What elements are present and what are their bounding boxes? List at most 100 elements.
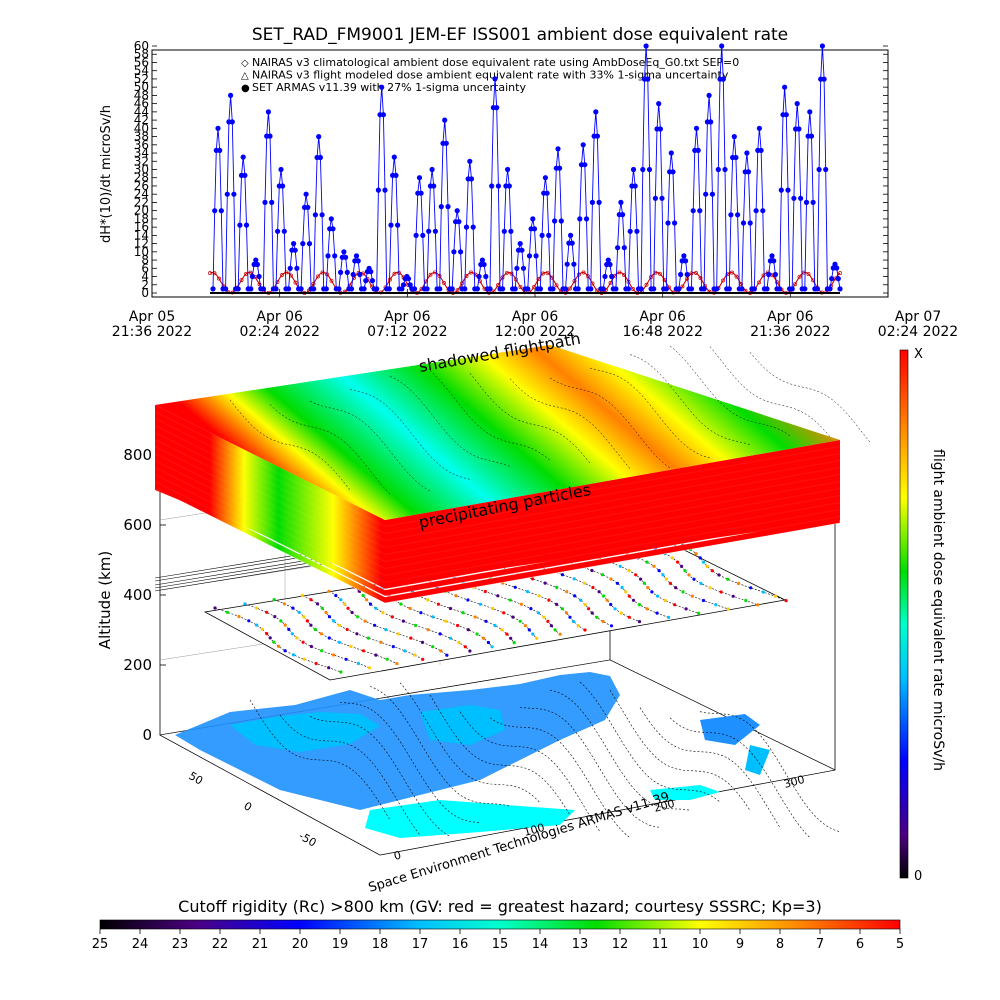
blue-series-point <box>678 271 684 278</box>
mesh-point <box>719 590 723 594</box>
mesh-point <box>420 640 425 645</box>
blue-series-point <box>303 191 309 197</box>
blue-series-point <box>563 286 569 292</box>
blue-series-point <box>341 249 347 255</box>
y-tick-label: 44 <box>134 105 149 119</box>
blue-series-point <box>311 286 317 292</box>
blue-series-point <box>454 208 460 214</box>
red-series-point <box>617 270 622 275</box>
slab-body <box>155 405 840 585</box>
cutoff-tick-label: 19 <box>332 937 349 952</box>
mesh-point <box>537 594 541 598</box>
slab-track <box>589 367 711 459</box>
mesh-point <box>283 623 287 627</box>
mesh-point <box>583 628 587 632</box>
mesh-track <box>244 603 370 669</box>
ground-track <box>549 689 691 811</box>
blue-series-point <box>625 286 632 292</box>
red-series-point <box>532 284 536 289</box>
blue-series-point <box>715 166 721 173</box>
mesh-point <box>568 615 572 619</box>
blue-series-point <box>248 286 254 292</box>
slab-front <box>154 404 841 604</box>
mesh-point <box>546 619 550 624</box>
x-tick-date: Apr 06 <box>767 309 814 325</box>
mesh-point <box>655 611 659 615</box>
blue-series-point <box>395 222 401 228</box>
mesh-point <box>609 624 614 628</box>
mesh-point <box>475 632 479 636</box>
blue-series-point <box>751 286 758 292</box>
slab-track <box>549 377 671 469</box>
blue-series-point <box>706 92 712 98</box>
blue-series-point <box>690 208 696 214</box>
blue-series-point <box>292 247 298 253</box>
blue-series-point <box>733 154 739 161</box>
blue-series-point <box>476 273 482 280</box>
blue-series-point <box>212 208 218 214</box>
ground-track <box>429 694 571 816</box>
blue-series-point <box>659 195 665 201</box>
mesh-point <box>445 653 449 657</box>
blue-series-point <box>760 208 766 214</box>
mesh-point <box>444 619 448 623</box>
mesh-point <box>356 615 360 619</box>
red-series-point <box>554 283 559 288</box>
mesh-point <box>456 623 460 628</box>
mesh-point <box>547 598 551 602</box>
blue-series-point <box>399 286 405 292</box>
ground-track <box>669 717 811 839</box>
mesh-point <box>395 662 399 666</box>
blue-series-point <box>437 286 443 292</box>
blue-series-point <box>783 112 789 118</box>
mesh-point <box>473 615 477 619</box>
x-tick-time: 21:36 2022 <box>750 324 830 340</box>
mesh-point <box>268 636 272 640</box>
blue-series-point <box>500 286 506 292</box>
mesh-point <box>573 594 577 598</box>
mesh-point <box>396 632 400 636</box>
blue-series-point <box>735 212 741 218</box>
blue-series-point <box>400 282 407 288</box>
blue-series-point <box>634 228 640 234</box>
mesh-point <box>749 586 753 590</box>
red-series-point <box>581 270 586 275</box>
blue-series-point <box>237 222 243 228</box>
mesh-point <box>646 586 650 590</box>
mesh-point <box>419 611 423 615</box>
blue-series-point <box>432 228 438 234</box>
blue-series-point <box>316 134 322 140</box>
mesh-point <box>305 619 309 623</box>
blue-series-point <box>235 286 241 292</box>
mesh-point <box>508 598 512 602</box>
mesh-point <box>313 627 317 632</box>
mesh-point <box>346 606 350 610</box>
mesh-point <box>615 581 620 585</box>
altitude-ticks: 0 200 400 600 800 <box>123 446 166 744</box>
x-tick-time: 02:24 2022 <box>239 324 319 340</box>
mesh-point <box>461 611 465 615</box>
ground-track <box>399 682 541 803</box>
mesh-point <box>315 602 320 606</box>
blue-series-point <box>688 286 695 292</box>
mesh-point <box>255 623 259 627</box>
blue-series-point <box>393 172 399 178</box>
blue-series-point <box>328 216 334 222</box>
mesh-point <box>583 602 587 607</box>
y-tick-label: 6 <box>141 261 149 275</box>
x-tick-date: Apr 05 <box>129 309 175 325</box>
blue-series-point <box>449 286 455 292</box>
mesh-point <box>466 598 470 602</box>
blue-series-point <box>368 269 374 275</box>
blue-series-point <box>217 147 223 153</box>
red-series-point <box>802 270 806 275</box>
legend-marker: △ <box>241 71 249 82</box>
blue-series-point <box>451 249 457 255</box>
mesh-point <box>237 614 241 619</box>
mesh-point <box>696 611 701 615</box>
blue-series-point <box>405 276 412 282</box>
cutoff-tick-label: 12 <box>612 937 629 952</box>
mesh-point <box>292 653 296 657</box>
blue-series-point <box>588 286 594 292</box>
